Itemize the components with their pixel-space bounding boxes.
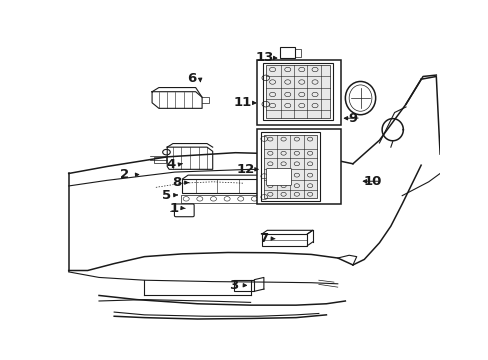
Text: 9: 9 — [347, 112, 356, 125]
Text: 6: 6 — [187, 72, 196, 85]
Bar — [182, 179, 267, 193]
Text: 5: 5 — [161, 189, 170, 202]
Text: 10: 10 — [363, 175, 382, 188]
Text: 13: 13 — [255, 51, 274, 64]
Text: 4: 4 — [166, 158, 175, 171]
Bar — [262, 63, 332, 120]
Bar — [257, 60, 340, 125]
Bar — [261, 132, 319, 201]
Text: 3: 3 — [229, 279, 238, 292]
Bar — [233, 280, 254, 291]
Bar — [280, 48, 294, 58]
Bar — [262, 234, 307, 246]
FancyBboxPatch shape — [266, 168, 291, 185]
Bar — [294, 49, 301, 57]
Bar — [257, 129, 340, 204]
Text: 11: 11 — [233, 96, 251, 109]
Text: 12: 12 — [236, 163, 254, 176]
Text: 2: 2 — [120, 168, 129, 181]
Text: 1: 1 — [169, 202, 178, 215]
Bar — [265, 66, 329, 118]
Bar — [264, 135, 316, 198]
Text: 8: 8 — [172, 176, 182, 189]
Bar — [180, 195, 258, 203]
Text: 7: 7 — [259, 232, 268, 245]
